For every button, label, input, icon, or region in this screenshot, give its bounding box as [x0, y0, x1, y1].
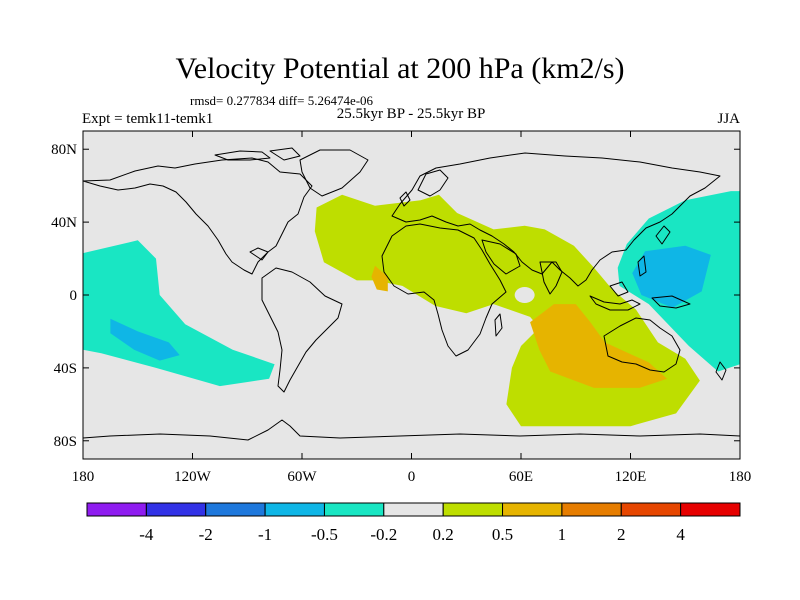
coastline-south-america [261, 267, 343, 393]
colorbar-label: 0.2 [433, 525, 454, 544]
colorbar-swatch [383, 502, 444, 517]
region-east-pacific-core [110, 318, 180, 361]
x-tick-label: 60E [509, 469, 533, 485]
colorbar-label: -2 [199, 525, 213, 544]
chart-title: Velocity Potential at 200 hPa (km2/s) [175, 52, 625, 85]
colorbar-label: 1 [558, 525, 567, 544]
x-tick-label: 120W [174, 469, 212, 485]
x-tick-label: 60W [287, 469, 317, 485]
coastline-australia [603, 317, 681, 373]
coastline-india [539, 261, 563, 295]
y-tick-label: 80N [51, 142, 77, 158]
colorbar-label: -1 [258, 525, 272, 544]
colorbar-swatch [145, 502, 207, 517]
coastline-gulf-of-mexico [249, 247, 269, 261]
y-tick-label: 40N [51, 215, 77, 231]
coastline-antarctica [83, 419, 740, 441]
coastline-indonesia [589, 281, 641, 311]
colorbar-label: -4 [139, 525, 154, 544]
coastline-greenland [299, 149, 369, 197]
coastline-eurasia [391, 152, 721, 287]
coastline-philippines [637, 255, 647, 277]
region-indian-ocean-positive [530, 304, 667, 388]
experiment-label: Expt = temk11-temk1 [82, 111, 214, 127]
x-tick-label: 0 [408, 469, 416, 485]
x-tick-label: 180 [72, 469, 95, 485]
region-horn-of-africa-gap [514, 287, 535, 303]
coastline-new-zealand [715, 361, 727, 381]
colorbar-label: 2 [617, 525, 626, 544]
colorbar-swatch [620, 502, 682, 517]
colorbar-swatch [323, 502, 385, 517]
season-label: JJA [717, 111, 740, 127]
stats-label: rmsd= 0.277834 diff= 5.26474e-06 [190, 93, 374, 108]
coastline-madagascar [494, 313, 503, 337]
y-tick-label: 40S [54, 361, 77, 377]
y-tick-label: 80S [54, 434, 77, 450]
region-west-pacific-core [632, 245, 711, 308]
colorbar-swatch [442, 502, 504, 517]
subtitle: 25.5kyr BP - 25.5kyr BP [336, 106, 486, 122]
region-east-pacific-negative [83, 240, 275, 387]
colorbar-swatch [680, 502, 741, 517]
coastline-arctic-islands [214, 147, 301, 161]
coastline-north-america [83, 157, 313, 275]
coastline-british-isles [399, 191, 411, 207]
colorbar-swatch [86, 502, 147, 517]
x-tick-label: 180 [729, 469, 752, 485]
colorbar-swatch [205, 502, 266, 517]
coastline-africa [381, 223, 507, 357]
colorbar-label: 4 [676, 525, 685, 544]
colorbar-label: -0.2 [370, 525, 397, 544]
coastline-japan [655, 225, 671, 245]
colorbar-swatch [502, 502, 563, 517]
y-tick-label: 0 [70, 288, 78, 304]
coastline-arabia [481, 239, 521, 275]
colorbar-label: -0.5 [311, 525, 338, 544]
x-tick-label: 120E [615, 469, 647, 485]
coastline-new-guinea [651, 295, 691, 309]
colorbar-swatch [561, 502, 622, 517]
region-guinea-positive [371, 265, 388, 292]
coastline-scandinavia [417, 169, 449, 197]
colorbar-swatch [264, 502, 325, 517]
colorbar-label: 0.5 [492, 525, 513, 544]
